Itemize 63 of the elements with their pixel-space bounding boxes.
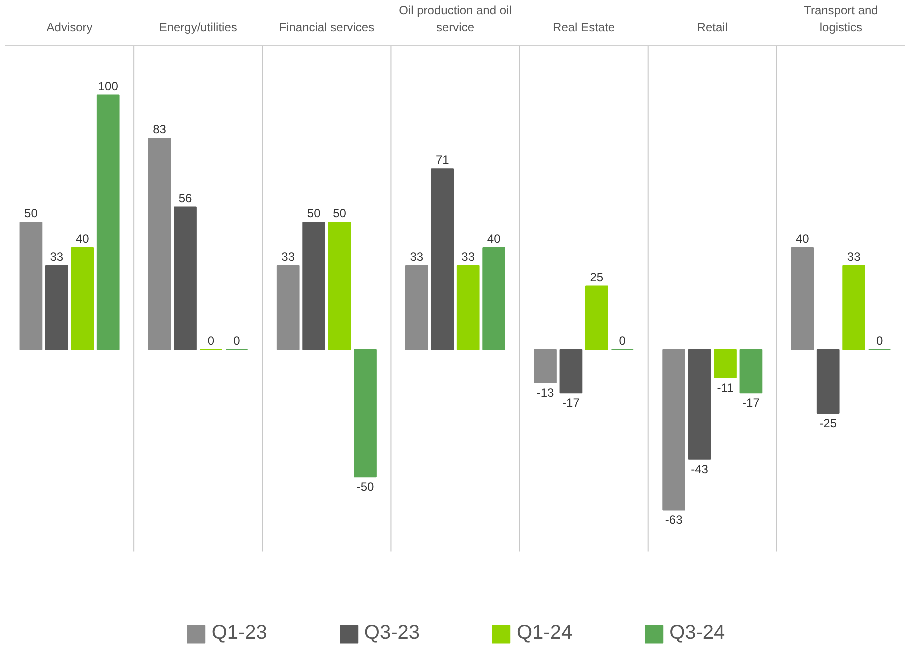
bar [148,138,172,350]
bar [586,286,608,350]
data-label: 33 [50,250,64,264]
bar [406,265,428,350]
data-label: -17 [562,396,580,410]
bar [46,265,68,350]
bar [560,349,583,394]
x-tick-label: Oil production and oil service [399,4,512,34]
legend-label: Q1-24 [517,622,573,645]
bar [456,265,480,350]
legend-label: Q3-23 [364,622,420,645]
x-tick-label: Real Estate [553,20,616,34]
data-label: -43 [691,462,709,476]
x-tick-label: Retail [697,20,728,34]
data-label: -63 [665,513,684,528]
bar [174,206,197,350]
data-label: 33 [410,250,424,264]
x-tick-label: Advisory [46,20,93,34]
legend-label: Q3-24 [670,622,726,645]
data-label: 40 [76,232,90,246]
data-label: 50 [307,206,322,221]
bar [688,349,712,460]
bar [740,349,763,394]
data-label: 71 [436,153,450,168]
bar [96,94,120,350]
bar [431,168,454,350]
data-label: 0 [876,334,884,348]
bar [71,248,94,350]
bar [328,222,352,350]
data-label: -13 [536,386,554,400]
data-label: 0 [208,334,215,348]
bar [662,349,686,511]
bar [791,248,814,350]
data-label: 40 [487,232,502,246]
legend-label: Q1-23 [212,622,268,645]
bar [302,222,326,350]
x-tick-label: Transport and logistics [804,4,878,34]
data-label: 33 [847,250,862,264]
bar [842,265,866,350]
data-label: -25 [820,416,838,430]
bar [276,265,300,350]
bar [354,349,377,478]
data-label: 0 [619,334,626,348]
data-label: 83 [153,122,167,137]
data-label: 33 [462,250,476,264]
data-label: 50 [333,206,347,221]
x-tick-label: Energy/utilities [159,20,238,34]
data-label: -50 [356,480,374,494]
data-label: -17 [742,396,760,410]
data-label: 0 [234,334,241,348]
data-label: 33 [282,250,296,264]
bar [714,349,737,378]
data-label: 25 [590,270,604,284]
x-tick-label: Financial services [279,20,375,34]
data-label: 56 [178,191,192,206]
data-label: 50 [24,206,38,221]
bar [482,248,506,350]
data-label: 100 [98,79,119,94]
data-label: 40 [796,232,810,246]
data-label: -11 [717,380,734,395]
bar [20,222,43,350]
bar [816,349,840,414]
bar [534,349,557,384]
